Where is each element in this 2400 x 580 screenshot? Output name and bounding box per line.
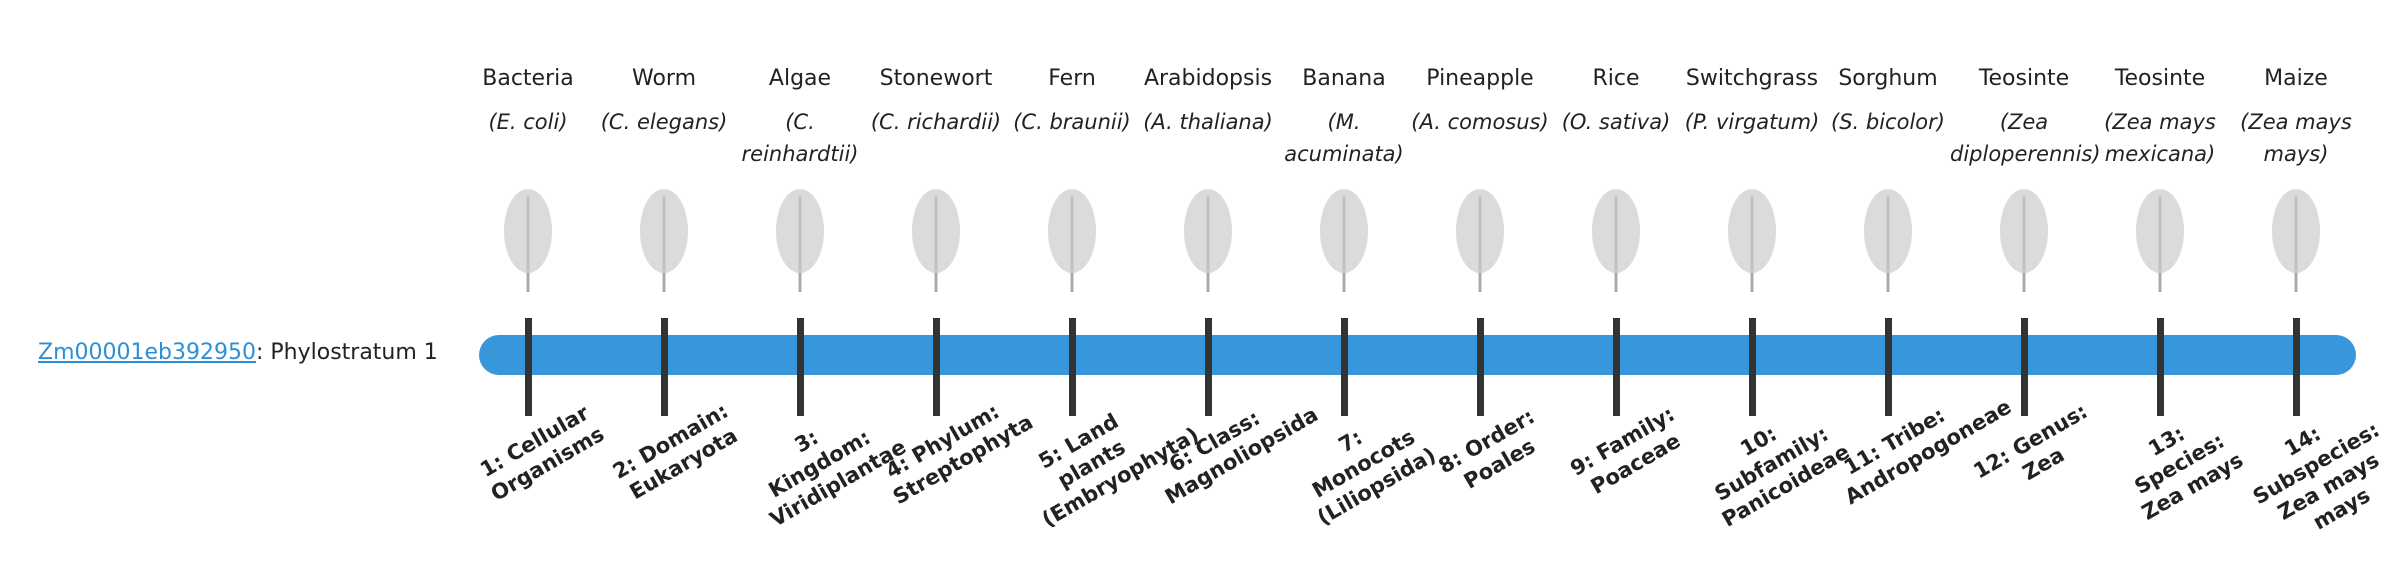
organism-image — [770, 176, 830, 294]
organism-name: Fern — [1048, 66, 1096, 91]
organism-name: Pineapple — [1426, 66, 1534, 91]
organism-species: (P. virgatum) — [1684, 110, 1820, 134]
stratum-label: 14: Subspecies: Zea mays mays — [2248, 417, 2384, 535]
timeline-tick — [2021, 318, 2028, 416]
organism-name: Maize — [2264, 66, 2328, 91]
organism-image — [906, 176, 966, 294]
organism-species: (C. braunii) — [1013, 110, 1131, 134]
organism-image — [1858, 176, 1918, 294]
organism-species: (C. reinhardtii) — [741, 110, 859, 166]
organism-image — [1450, 176, 1510, 294]
timeline-tick — [1613, 318, 1620, 416]
organism-name: Stonewort — [879, 66, 993, 91]
timeline-tick — [2293, 318, 2300, 416]
stratum-label: 1: Cellular Organisms — [476, 400, 609, 506]
organism-name: Teosinte — [1978, 66, 2070, 91]
timeline-tick — [661, 318, 668, 416]
gene-stratum: : Phylostratum 1 — [255, 340, 438, 365]
timeline-bar — [479, 335, 2356, 375]
organism-name: Switchgrass — [1685, 66, 1819, 91]
timeline-tick — [1477, 318, 1484, 416]
gene-link[interactable]: Zm00001eb392950 — [38, 340, 256, 365]
stratum-label: 4: Phylum: Streptophyta — [881, 399, 1037, 510]
organism-species: (M. acuminata) — [1284, 110, 1404, 166]
organism-species: (Zea diploperennis) — [1950, 110, 2101, 166]
stratum-label: 6: Class: Magnoliopsida — [1160, 402, 1323, 510]
organism-image — [1178, 176, 1238, 294]
timeline-tick — [797, 318, 804, 416]
organism-illustration — [1456, 189, 1504, 292]
organism-name: Bacteria — [482, 66, 574, 91]
timeline-tick — [1885, 318, 1892, 416]
organism-image — [1586, 176, 1646, 294]
timeline-tick — [525, 318, 532, 416]
organism-illustration — [776, 189, 824, 292]
organism-illustration — [1184, 189, 1232, 292]
organism-image — [1042, 176, 1102, 294]
organism-illustration — [504, 189, 552, 292]
timeline-tick — [1341, 318, 1348, 416]
organism-illustration — [1320, 189, 1368, 292]
organism-image — [498, 176, 558, 294]
organism-illustration — [2272, 189, 2320, 292]
organism-species: (O. sativa) — [1561, 110, 1671, 134]
organism-species: (A. thaliana) — [1143, 110, 1273, 134]
organism-name: Sorghum — [1838, 66, 1938, 91]
organism-image — [634, 176, 694, 294]
organism-illustration — [1592, 189, 1640, 292]
stratum-label: 8: Order: Poales — [1434, 404, 1540, 494]
organism-illustration — [2000, 189, 2048, 292]
organism-name: Teosinte — [2114, 66, 2206, 91]
stratum-label: 2: Domain: Eukaryota — [608, 398, 742, 505]
timeline-tick — [1205, 318, 1212, 416]
organism-name: Algae — [768, 66, 832, 91]
organism-illustration — [1864, 189, 1912, 292]
gene-label: Zm00001eb392950: Phylostratum 1 — [38, 340, 438, 365]
organism-species: (Zea mays mays) — [2240, 110, 2352, 166]
organism-illustration — [2136, 189, 2184, 292]
organism-species: (E. coli) — [488, 110, 568, 134]
organism-image — [1314, 176, 1374, 294]
organism-species: (C. richardii) — [870, 110, 1002, 134]
organism-name: Worm — [631, 66, 696, 91]
stratum-label: 11: Tribe: Andropogoneae — [1839, 394, 2016, 510]
organism-species: (A. comosus) — [1411, 110, 1549, 134]
organism-illustration — [1048, 189, 1096, 292]
organism-name: Banana — [1302, 66, 1386, 91]
organism-illustration — [912, 189, 960, 292]
organism-name: Rice — [1592, 66, 1640, 91]
organism-species: (S. bicolor) — [1831, 110, 1945, 134]
timeline-tick — [1069, 318, 1076, 416]
timeline-tick — [2157, 318, 2164, 416]
organism-species: (Zea mays mexicana) — [2104, 110, 2216, 166]
organism-illustration — [1728, 189, 1776, 292]
timeline-tick — [1749, 318, 1756, 416]
timeline-tick — [933, 318, 940, 416]
organism-image — [1994, 176, 2054, 294]
organism-species: (C. elegans) — [600, 110, 728, 134]
organism-image — [2130, 176, 2190, 294]
stratum-label: 9: Family: Poaceae — [1566, 401, 1685, 499]
organism-name: Arabidopsis — [1143, 66, 1273, 91]
organism-image — [1722, 176, 1782, 294]
organism-illustration — [640, 189, 688, 292]
organism-image — [2266, 176, 2326, 294]
